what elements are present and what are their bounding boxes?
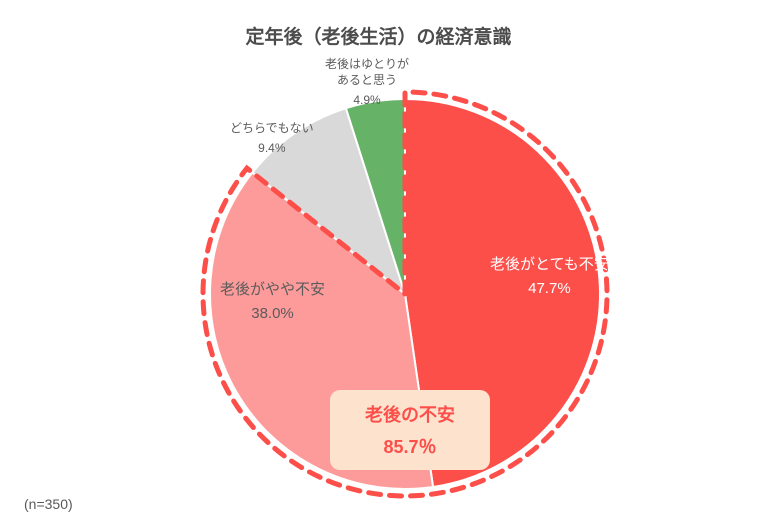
slice-label-value: 38.0% — [220, 304, 325, 324]
slice-label-value: 4.9% — [325, 92, 409, 108]
summary-callout-line2: 85.7％ — [383, 433, 436, 459]
slice-label-very_anxious: 老後がとても不安 47.7% — [490, 255, 609, 300]
summary-callout: 老後の不安 85.7％ — [330, 390, 490, 470]
slice-label-some_anxious: 老後がやや不安 38.0% — [220, 280, 325, 325]
slice-label-text2: あると思う — [325, 72, 409, 88]
slice-label-value: 47.7% — [490, 279, 609, 299]
slice-label-text: 老後はゆとりが — [325, 56, 409, 72]
slice-label-text: どちらでもない — [230, 120, 314, 136]
slice-label-comfortable: 老後はゆとりがあると思う 4.9% — [325, 56, 409, 109]
sample-size-note: (n=350) — [24, 496, 73, 512]
summary-callout-line1: 老後の不安 — [365, 401, 455, 427]
slice-label-text: 老後がやや不安 — [220, 280, 325, 300]
slice-label-neither: どちらでもない 9.4% — [230, 120, 314, 156]
slice-label-value: 9.4% — [230, 140, 314, 156]
slice-label-text: 老後がとても不安 — [490, 255, 609, 275]
sample-size-text: (n=350) — [24, 496, 73, 512]
